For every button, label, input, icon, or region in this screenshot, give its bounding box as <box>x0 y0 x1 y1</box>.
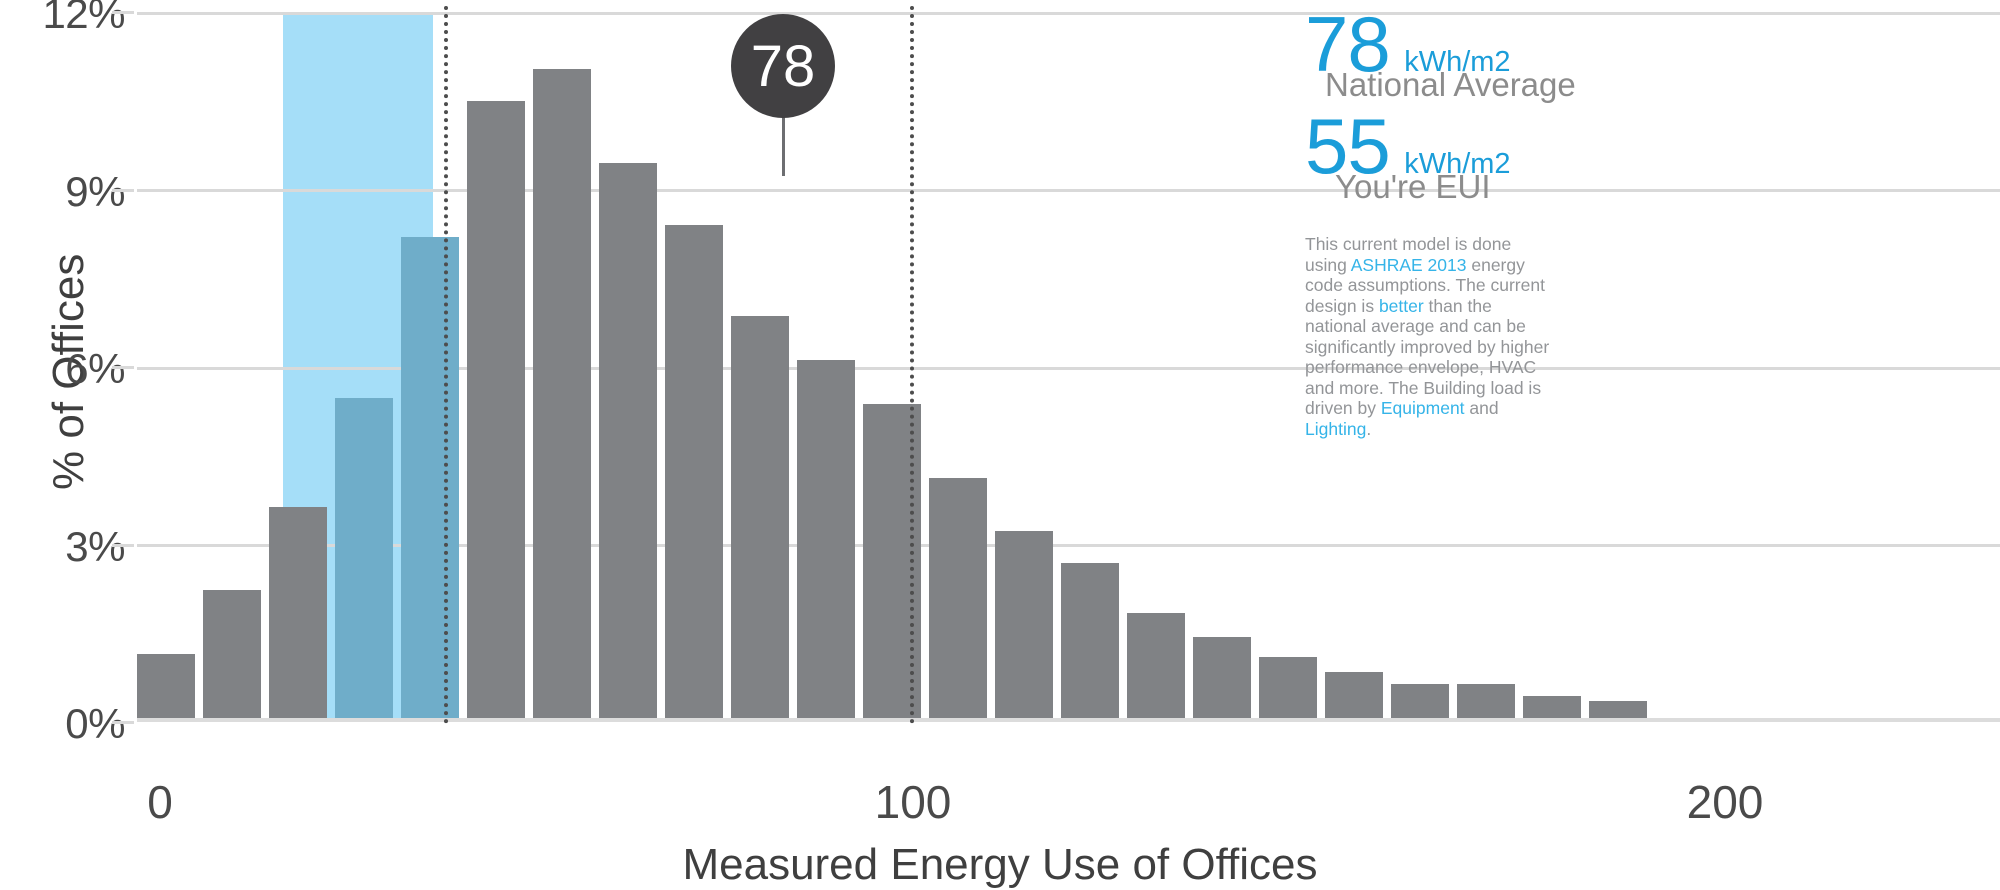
national-average-value: 78 <box>1305 0 1391 88</box>
bar-140[interactable] <box>1061 563 1119 722</box>
bar-70[interactable] <box>599 163 657 722</box>
bar-60[interactable] <box>533 68 591 722</box>
note-link[interactable]: Equipment <box>1380 398 1465 418</box>
y-tick-label-9: 9% <box>65 168 125 215</box>
bar-20[interactable] <box>269 507 327 722</box>
callout-bubble-78[interactable]: 78 <box>731 14 835 118</box>
bar-190[interactable] <box>1391 683 1449 722</box>
bar-170[interactable] <box>1259 657 1317 722</box>
axis-baseline <box>137 718 2000 722</box>
y-tick-label-0: 0% <box>65 700 125 747</box>
stat-national-average: 78 kWh/m2 National Average <box>1305 0 1585 110</box>
x-tick-label-100: 100 <box>874 776 952 828</box>
y-tick-mark <box>112 189 134 192</box>
bar-80[interactable] <box>665 224 723 722</box>
model-assumptions-note: This current model is done using ASHRAE … <box>1305 234 1550 439</box>
gridline-6 <box>137 367 2000 370</box>
national-average-caption: National Average <box>1325 66 1576 103</box>
bar-90[interactable] <box>731 316 789 722</box>
gridline-9 <box>137 189 2000 192</box>
bar-10[interactable] <box>203 589 261 722</box>
info-panel: 78 kWh/m2 National Average 55 kWh/m2 You… <box>1305 0 1585 439</box>
bar-200[interactable] <box>1457 683 1515 722</box>
your-eui-unit: kWh/m2 <box>1404 148 1511 180</box>
bar-130[interactable] <box>995 530 1053 722</box>
x-axis-title: Measured Energy Use of Offices <box>682 840 1318 889</box>
bar-220[interactable] <box>1589 701 1647 722</box>
your-eui-caption: You're EUI <box>1335 168 1491 205</box>
y-tick-mark <box>112 11 134 14</box>
bar-120[interactable] <box>929 477 987 722</box>
y-tick-mark <box>112 366 134 369</box>
reference-line-your-eui <box>444 6 448 724</box>
bar-180[interactable] <box>1325 672 1383 722</box>
reference-line-national-average <box>910 6 914 724</box>
note-link[interactable]: ASHRAE 2013 <box>1350 254 1467 275</box>
national-average-unit: kWh/m2 <box>1404 46 1511 78</box>
y-tick-label-6: 6% <box>65 345 125 392</box>
bar-30[interactable] <box>335 398 393 722</box>
stat-your-eui: 55 kWh/m2 You're EUI <box>1305 102 1585 212</box>
note-link[interactable]: better <box>1378 295 1424 316</box>
note-link[interactable]: Lighting <box>1305 418 1367 439</box>
y-tick-label-3: 3% <box>65 523 125 570</box>
bar-series <box>137 12 2000 722</box>
callout-stem <box>782 116 785 176</box>
gridline-3 <box>137 544 2000 547</box>
bar-0[interactable] <box>137 654 195 722</box>
bar-50[interactable] <box>467 101 525 722</box>
bar-40[interactable] <box>401 236 459 722</box>
gridline-12 <box>137 12 2000 15</box>
x-tick-label-0: 0 <box>147 776 173 828</box>
your-eui-value: 55 <box>1305 102 1391 190</box>
plot-area: 78 <box>137 6 2000 724</box>
x-tick-label-200: 200 <box>1686 776 1764 828</box>
y-tick-mark <box>112 721 134 724</box>
y-tick-mark <box>112 544 134 547</box>
bar-160[interactable] <box>1193 636 1251 722</box>
bar-100[interactable] <box>797 360 855 722</box>
bar-150[interactable] <box>1127 613 1185 722</box>
bar-210[interactable] <box>1523 695 1581 722</box>
y-tick-label-12: 12% <box>42 0 125 37</box>
